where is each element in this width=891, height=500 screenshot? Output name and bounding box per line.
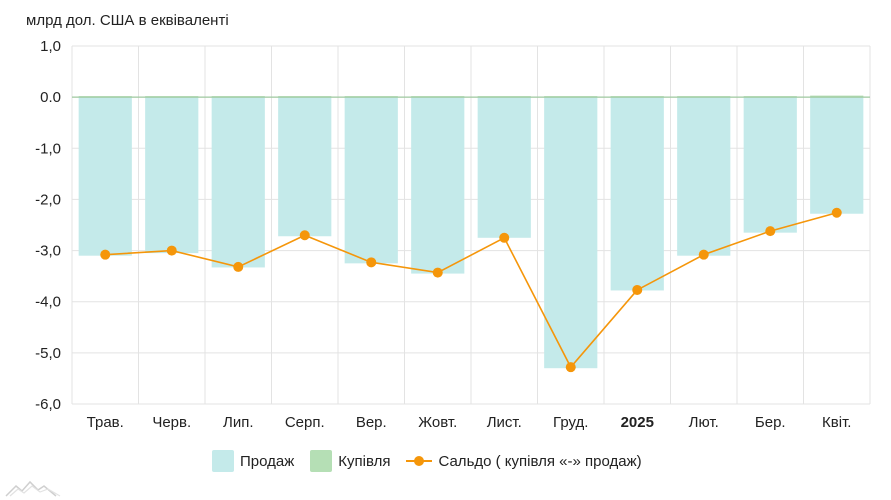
y-tick-label-2: -1,0 (35, 140, 61, 157)
bar-sale-3 (278, 97, 332, 237)
balance-point-9 (698, 249, 709, 260)
x-tick-label-9: Лют. (689, 414, 719, 431)
bar-sale-2 (211, 97, 265, 268)
legend-label-sale: Продаж (240, 452, 295, 470)
x-ticks: Трав. Черв. Лип. Серп. Вер. Жовт. Лист. Груд. 20… (87, 414, 852, 431)
bar-sale-5 (411, 97, 465, 274)
x-tick-label-2: Лип. (223, 414, 254, 431)
bar-sale-9 (677, 97, 731, 256)
mountain-logo-icon (5, 480, 61, 497)
bar-sale-11 (810, 97, 864, 214)
bar-sale-1 (145, 97, 199, 254)
bar-sale-10 (743, 97, 797, 233)
balance-point-1 (166, 245, 177, 256)
y-tick-label-7: -6,0 (35, 396, 61, 413)
legend-item-balance[interactable]: Сальдо ( купівля «-» продаж) (406, 452, 642, 470)
y-tick-label-5: -4,0 (35, 294, 61, 311)
balance-line (100, 207, 842, 373)
x-tick-label-1: Черв. (152, 414, 191, 431)
x-tick-label-5: Жовт. (418, 414, 457, 431)
bar-sale-8 (610, 97, 664, 291)
balance-point-8 (632, 284, 643, 295)
bar-sale-7 (544, 97, 598, 369)
y-tick-label-0: 1,0 (40, 38, 61, 55)
balance-point-0 (100, 249, 111, 260)
balance-point-5 (432, 267, 443, 278)
balance-point-3 (299, 230, 310, 241)
grid (71, 45, 871, 405)
bars-sale (78, 97, 864, 369)
legend-label-buy: Купівля (338, 452, 391, 470)
legend: Продаж Купівля Сальдо ( купівля «-» прод… (212, 450, 658, 472)
balance-point-11 (831, 207, 842, 218)
y-tick-label-3: -2,0 (35, 191, 61, 208)
y-ticks: 1,0 0.0 -1,0 -2,0 -3,0 -4,0 -5,0 -6,0 (35, 38, 61, 413)
balance-point-6 (499, 232, 510, 243)
balance-point-10 (765, 226, 776, 237)
legend-item-sale[interactable]: Продаж (212, 450, 294, 472)
balance-point-2 (233, 261, 244, 272)
y-tick-label-4: -3,0 (35, 243, 61, 260)
bar-sale-6 (477, 97, 531, 238)
x-tick-label-10: Бер. (755, 414, 786, 431)
x-tick-label-7: Груд. (553, 414, 588, 431)
bar-sale-0 (78, 97, 132, 256)
legend-item-buy[interactable]: Купівля (310, 450, 390, 472)
x-tick-label-0: Трав. (87, 414, 124, 431)
y-tick-label-6: -5,0 (35, 345, 61, 362)
y-tick-label-1: 0.0 (40, 89, 61, 106)
x-tick-label-8: 2025 (621, 414, 654, 431)
legend-swatch-buy (310, 450, 333, 472)
y-axis-unit-label: млрд дол. США в еквіваленті (26, 12, 229, 29)
bar-buy-11 (810, 95, 864, 98)
x-tick-label-3: Серп. (285, 414, 325, 431)
balance-polyline (105, 211, 837, 369)
x-tick-label-6: Лист. (487, 414, 522, 431)
legend-swatch-sale (212, 450, 234, 472)
x-tick-label-4: Вер. (356, 414, 387, 431)
balance-point-4 (366, 257, 377, 268)
balance-point-7 (565, 362, 576, 373)
legend-swatch-balance (406, 454, 433, 468)
bar-sale-4 (344, 97, 398, 264)
x-tick-label-11: Квіт. (822, 414, 851, 431)
legend-label-balance: Сальдо ( купівля «-» продаж) (438, 452, 642, 470)
